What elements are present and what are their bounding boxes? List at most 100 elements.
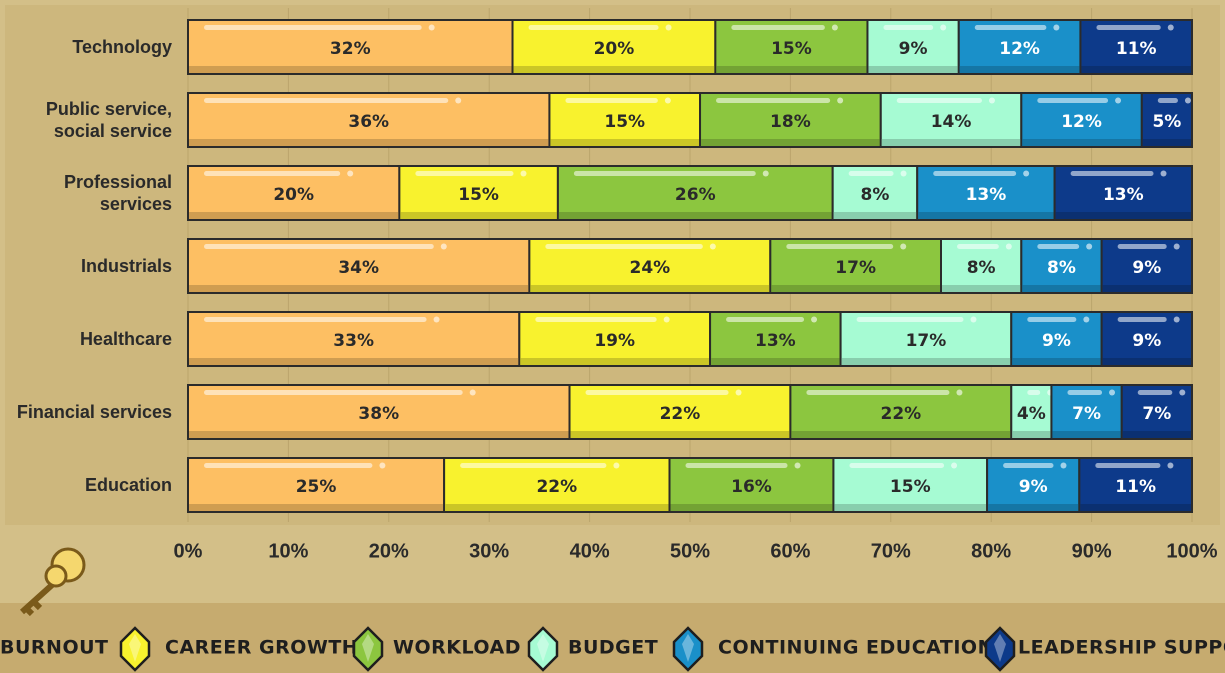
data-label: 18% xyxy=(770,112,811,132)
legend-swatch-shine xyxy=(682,634,694,662)
bar-shadow xyxy=(189,139,549,146)
bar-highlight-dot xyxy=(794,462,801,469)
bar-highlight-dot xyxy=(1053,24,1060,31)
data-label: 38% xyxy=(358,404,399,424)
bar-highlight-dot xyxy=(940,24,947,31)
bar-highlight xyxy=(856,317,964,322)
bar-highlight xyxy=(1037,98,1109,103)
bar-highlight xyxy=(883,25,934,30)
bar-shadow xyxy=(400,212,557,219)
y-tick-label: Financial services xyxy=(16,402,172,422)
bar-highlight xyxy=(415,171,514,176)
bar-shadow xyxy=(1022,139,1141,146)
bar-shadow xyxy=(711,358,840,365)
y-tick-label: Industrials xyxy=(80,256,172,276)
data-label: 17% xyxy=(906,331,947,351)
bar-shadow xyxy=(445,504,669,511)
bar-shadow xyxy=(942,285,1021,292)
data-label: 13% xyxy=(755,331,796,351)
legend-swatch xyxy=(527,626,559,672)
y-tick-label: Education xyxy=(84,475,172,495)
data-label: 8% xyxy=(1047,258,1076,278)
x-tick-label: 50% xyxy=(670,540,710,562)
bar-highlight xyxy=(535,317,657,322)
data-label: 22% xyxy=(536,477,577,497)
x-tick-label: 0% xyxy=(174,540,203,562)
bar-shadow xyxy=(570,431,790,438)
bar-highlight-dot xyxy=(1179,389,1186,396)
legend-swatch-shine xyxy=(537,634,549,662)
data-label: 22% xyxy=(660,404,701,424)
x-tick-label: 10% xyxy=(268,540,308,562)
data-label: 24% xyxy=(629,258,670,278)
bar-highlight xyxy=(573,171,756,176)
bar-shadow xyxy=(959,66,1080,73)
bar-highlight xyxy=(204,317,427,322)
bar-highlight-dot xyxy=(663,316,670,323)
bar-highlight xyxy=(1067,390,1103,395)
bar-shadow xyxy=(189,431,569,438)
bar-shadow xyxy=(1102,358,1191,365)
bar-highlight-dot xyxy=(428,24,435,31)
legend-label: Continuing Education xyxy=(718,637,994,659)
bar-shadow xyxy=(1142,139,1191,146)
x-tick-label: 40% xyxy=(570,540,610,562)
bar-shadow xyxy=(1055,212,1191,219)
data-label: 20% xyxy=(594,39,635,59)
bar-highlight-dot xyxy=(1109,389,1116,396)
bar-highlight-dot xyxy=(1005,243,1012,250)
bar-shadow xyxy=(189,358,519,365)
bar-highlight xyxy=(1137,390,1173,395)
data-label: 9% xyxy=(1019,477,1048,497)
bar-highlight-dot xyxy=(1083,316,1090,323)
data-label: 14% xyxy=(931,112,972,132)
legend-label: Workload xyxy=(393,637,521,659)
bar-highlight xyxy=(204,171,341,176)
data-label: 25% xyxy=(296,477,337,497)
bar-shadow xyxy=(1102,285,1191,292)
bar-highlight-dot xyxy=(1184,97,1191,104)
bar-highlight xyxy=(204,244,434,249)
bar-highlight-dot xyxy=(1086,243,1093,250)
bar-highlight-dot xyxy=(956,389,963,396)
bar-highlight-dot xyxy=(900,243,907,250)
y-tick-label: Professional services xyxy=(63,172,172,214)
bar-highlight xyxy=(204,98,449,103)
legend-swatch xyxy=(352,626,384,672)
data-label: 7% xyxy=(1142,404,1171,424)
bar-highlight-dot xyxy=(433,316,440,323)
legend-label: Budget xyxy=(568,637,658,659)
data-label: 26% xyxy=(675,185,716,205)
bar-shadow xyxy=(833,212,917,219)
bar-highlight xyxy=(460,463,607,468)
bar-shadow xyxy=(189,504,444,511)
data-label: 13% xyxy=(1103,185,1144,205)
bar-highlight-dot xyxy=(1060,462,1067,469)
bar-highlight xyxy=(849,463,945,468)
bar-highlight-dot xyxy=(951,462,958,469)
bar-shadow xyxy=(1081,66,1191,73)
data-label: 15% xyxy=(890,477,931,497)
bar-highlight xyxy=(726,317,805,322)
bar-highlight-dot xyxy=(1115,97,1122,104)
bar-highlight-dot xyxy=(900,170,907,177)
bar-highlight-dot xyxy=(1167,462,1174,469)
data-label: 17% xyxy=(835,258,876,278)
bar-shadow xyxy=(918,212,1054,219)
x-tick-label: 30% xyxy=(469,540,509,562)
bar-highlight-dot xyxy=(347,170,354,177)
data-label: 33% xyxy=(333,331,374,351)
bar-highlight xyxy=(1003,463,1054,468)
bar-highlight-dot xyxy=(1023,170,1030,177)
legend-label: Burnout xyxy=(0,637,108,659)
y-tick-label: Healthcare xyxy=(79,329,172,349)
bar-highlight-dot xyxy=(831,24,838,31)
bar-highlight xyxy=(585,390,729,395)
bar-shadow xyxy=(520,358,710,365)
y-tick-label: Technology xyxy=(72,37,172,57)
bar-highlight xyxy=(204,390,463,395)
bar-shadow xyxy=(841,358,1011,365)
legend-band xyxy=(0,603,1225,673)
bar-highlight xyxy=(685,463,788,468)
